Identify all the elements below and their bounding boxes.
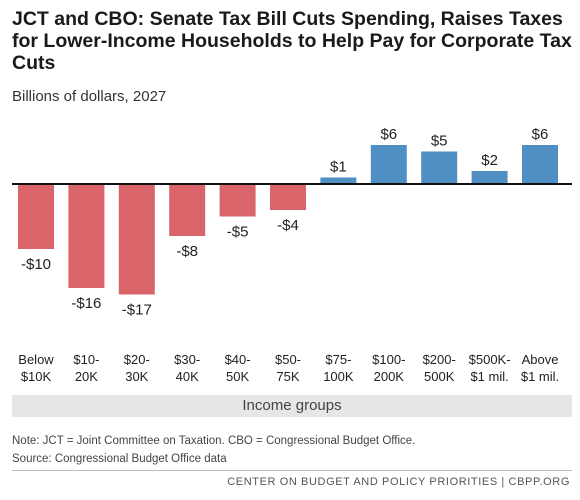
x-tick-label-0-0: Below <box>18 352 54 367</box>
x-tick-label-7-1: 200K <box>374 369 405 384</box>
x-tick-label-2-1: 30K <box>125 369 148 384</box>
data-label-10: $6 <box>532 126 549 143</box>
x-tick-label-10-1: $1 mil. <box>521 369 559 384</box>
data-label-3: -$8 <box>176 243 198 260</box>
bar-0 <box>18 184 54 249</box>
footer-credit: CENTER ON BUDGET AND POLICY PRIORITIES |… <box>227 476 570 488</box>
data-label-9: $2 <box>481 152 498 169</box>
bar-3 <box>169 184 206 236</box>
data-label-2: -$17 <box>122 302 152 319</box>
x-tick-label-7-0: $100- <box>372 352 405 367</box>
data-label-8: $5 <box>431 133 448 150</box>
bar-7 <box>370 145 407 184</box>
x-tick-label-8-1: 500K <box>424 369 455 384</box>
x-axis-title-band: Income groups <box>12 395 572 417</box>
data-label-6: $1 <box>330 159 347 176</box>
bar-9 <box>471 171 508 184</box>
source-text: Source: Congressional Budget Office data <box>12 453 227 465</box>
data-label-7: $6 <box>380 126 397 143</box>
note-text: Note: JCT = Joint Committee on Taxation.… <box>12 435 416 447</box>
footer-divider <box>12 470 572 471</box>
x-tick-label-6-1: 100K <box>323 369 354 384</box>
bar-2 <box>118 184 155 295</box>
bar-10 <box>522 145 558 184</box>
x-tick-label-4-0: $40- <box>225 352 251 367</box>
data-label-4: -$5 <box>227 224 249 241</box>
x-tick-label-3-0: $30- <box>174 352 200 367</box>
data-label-5: -$4 <box>277 217 299 234</box>
x-tick-label-9-0: $500K- <box>469 352 511 367</box>
bar-8 <box>421 151 458 184</box>
x-tick-label-1-0: $10- <box>73 352 99 367</box>
x-tick-label-8-0: $200- <box>423 352 456 367</box>
footnotes: Note: JCT = Joint Committee on Taxation.… <box>12 432 415 468</box>
bar-5 <box>270 184 306 210</box>
x-tick-label-5-0: $50- <box>275 352 301 367</box>
x-tick-label-4-1: 50K <box>226 369 249 384</box>
x-tick-label-1-1: 20K <box>75 369 98 384</box>
bar-1 <box>68 184 105 288</box>
chart-title: JCT and CBO: Senate Tax Bill Cuts Spendi… <box>12 8 572 74</box>
bar-chart: -$10 Below $10K -$16 $10- 20K -$17 $20- 30K -$8 $3… <box>12 126 572 384</box>
data-label-0: -$10 <box>21 256 51 273</box>
x-tick-label-6-0: $75- <box>325 352 351 367</box>
data-label-1: -$16 <box>71 295 101 312</box>
bar-4 <box>219 184 256 217</box>
x-tick-label-9-1: $1 mil. <box>470 369 508 384</box>
x-tick-label-3-1: 40K <box>176 369 199 384</box>
chart-subtitle: Billions of dollars, 2027 <box>12 88 167 105</box>
x-tick-label-5-1: 75K <box>276 369 299 384</box>
x-tick-label-0-1: $10K <box>21 369 52 384</box>
x-axis-title: Income groups <box>242 397 342 414</box>
bar-6 <box>320 177 357 184</box>
x-tick-label-10-0: Above <box>522 352 559 367</box>
x-tick-label-2-0: $20- <box>124 352 150 367</box>
